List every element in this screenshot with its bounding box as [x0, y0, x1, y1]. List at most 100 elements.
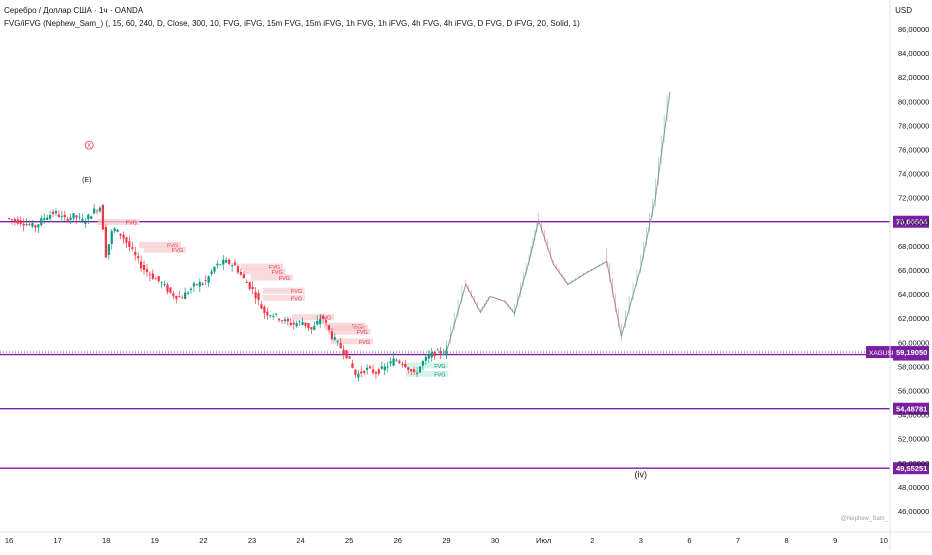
candle-body — [342, 349, 345, 355]
x-tick-label: 16 — [5, 536, 13, 545]
fvg-label: FVG — [291, 289, 302, 295]
level-badge — [893, 215, 929, 228]
candle-body — [415, 372, 419, 374]
candle-body — [398, 360, 401, 363]
candle-body — [54, 211, 58, 214]
x-tick-label: 26 — [394, 536, 402, 545]
candle-body — [134, 251, 137, 256]
candle-body — [216, 263, 219, 266]
level-label: 70,00594 — [896, 218, 928, 227]
candle-body — [142, 264, 146, 270]
fvg-zone — [143, 246, 186, 253]
time-axis: 16 17 18 19 22 23 24 25 26 29 30 Июл 2 3 6 7 8 9 10 — [0, 531, 932, 545]
candle-body — [295, 323, 298, 327]
candle-body — [184, 292, 187, 299]
y-tick-label: 84,00000 — [898, 49, 929, 58]
fvg-zone — [262, 287, 305, 294]
x-tick-label: 18 — [102, 536, 110, 545]
candle-body — [225, 259, 228, 263]
currency-label[interactable]: USD — [895, 6, 912, 15]
candle-body — [263, 306, 266, 314]
candle-body — [386, 366, 389, 368]
candle-body — [189, 288, 193, 290]
candle-body — [357, 373, 360, 378]
candle-body — [98, 207, 102, 212]
y-tick-label: 60,00000 — [898, 338, 929, 347]
candle-body — [407, 367, 410, 371]
wave-labels: (E) X (iv) — [82, 140, 648, 479]
candle-body — [87, 214, 90, 220]
fvg-label: FVG — [271, 270, 282, 276]
candle-body — [119, 233, 122, 236]
fvg-label: FVG — [434, 372, 445, 378]
candle-body — [201, 283, 204, 285]
y-tick-label: 74,00000 — [898, 170, 929, 179]
fvg-label: FVG — [172, 248, 183, 254]
fvg-zone — [328, 328, 371, 335]
candle-body — [316, 321, 319, 325]
x-tick-label: Июл — [536, 536, 551, 545]
fvg-zone — [330, 338, 373, 345]
candle-body — [351, 363, 354, 368]
y-tick-label: 46,00000 — [898, 507, 929, 516]
candle-body — [248, 282, 251, 289]
candle-body — [421, 361, 425, 366]
candle-body — [228, 259, 231, 265]
candle-body — [251, 286, 254, 290]
candle-body — [239, 271, 243, 275]
candle-body — [236, 266, 240, 273]
y-tick-label: 52,00000 — [898, 435, 929, 444]
candle-body — [128, 241, 131, 247]
y-tick-label: 56,00000 — [898, 387, 929, 396]
candle-body — [78, 216, 81, 218]
candle-body — [430, 352, 433, 358]
candle-body — [101, 204, 105, 230]
x-tick-label: 9 — [833, 536, 837, 545]
wave-label: (iv) — [635, 469, 648, 479]
candle-body — [113, 228, 116, 232]
candle-body — [195, 284, 198, 285]
fvg-label: FVG — [434, 364, 445, 370]
fvg-label: FVG — [269, 265, 280, 271]
candle-body — [389, 361, 392, 364]
candle-body — [57, 214, 61, 217]
candle-body — [439, 350, 442, 354]
candle-body — [277, 318, 281, 321]
candle-body — [380, 366, 383, 369]
candle-body — [269, 315, 272, 317]
y-tick-label: 70,00000 — [898, 218, 929, 227]
candle-body — [324, 320, 328, 323]
x-tick-label: 29 — [442, 536, 450, 545]
candle-body — [63, 214, 66, 218]
candle-body — [40, 218, 43, 226]
candle-body — [222, 259, 225, 265]
indicator-legend[interactable]: FVG/iFVG (Nephew_Sam_) (, 15, 60, 240, D… — [4, 19, 580, 28]
x-tick-label: 3 — [639, 536, 643, 545]
x-tick-label: 17 — [53, 536, 61, 545]
candle-body — [169, 287, 172, 293]
candle-body — [75, 215, 78, 218]
candle-body — [72, 213, 75, 219]
y-tick-label: 72,00000 — [898, 194, 929, 203]
level-label: 49,55251 — [896, 464, 927, 473]
x-tick-label: 22 — [199, 536, 207, 545]
y-tick-label: 82,00000 — [898, 73, 929, 82]
candle-body — [442, 353, 445, 355]
candle-body — [151, 273, 154, 279]
x-tick-label: 25 — [345, 536, 353, 545]
candle-body — [333, 337, 336, 340]
candle-body — [363, 370, 366, 373]
x-tick-label: 2 — [590, 536, 594, 545]
candle-body — [131, 247, 134, 249]
candle-body — [368, 366, 372, 369]
candle-body — [395, 360, 398, 362]
wave-label: (E) — [82, 177, 91, 184]
candle-body — [210, 271, 213, 274]
horizontal-levels: 70,0059458,9826554,4878149,55251XAGUSD59… — [0, 215, 929, 475]
projection-line — [445, 91, 671, 353]
candle-body — [22, 223, 25, 226]
candle-body — [43, 218, 46, 220]
candle-body — [219, 264, 222, 266]
